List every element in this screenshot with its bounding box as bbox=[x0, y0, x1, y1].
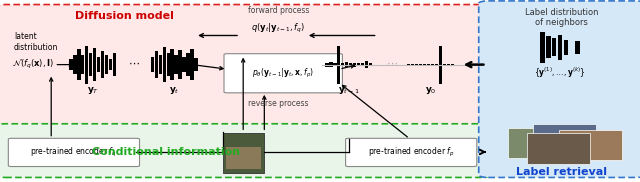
Bar bbox=[69, 59, 72, 70]
Bar bbox=[353, 63, 356, 66]
Bar bbox=[369, 63, 372, 66]
Text: $\mathbf{y}_T$: $\mathbf{y}_T$ bbox=[86, 86, 99, 96]
Text: Diffusion model: Diffusion model bbox=[76, 11, 174, 21]
FancyBboxPatch shape bbox=[533, 124, 596, 155]
FancyBboxPatch shape bbox=[223, 133, 264, 173]
Bar bbox=[415, 64, 419, 66]
Bar bbox=[182, 57, 186, 72]
Bar bbox=[330, 62, 333, 68]
FancyBboxPatch shape bbox=[527, 133, 590, 164]
Bar bbox=[547, 36, 550, 58]
Text: $\mathbf{y}_t$: $\mathbf{y}_t$ bbox=[169, 86, 179, 96]
Bar bbox=[365, 61, 368, 68]
Text: latent
distribution: latent distribution bbox=[14, 32, 58, 52]
Bar bbox=[431, 64, 435, 66]
Bar bbox=[109, 59, 112, 70]
FancyBboxPatch shape bbox=[479, 1, 640, 177]
Bar bbox=[101, 51, 104, 78]
Bar bbox=[325, 63, 328, 66]
Bar bbox=[190, 49, 193, 80]
Text: $\cdots$: $\cdots$ bbox=[386, 58, 397, 68]
Bar bbox=[419, 64, 422, 66]
Bar bbox=[443, 64, 446, 66]
Text: $\mathbf{y}_{t-1}$: $\mathbf{y}_{t-1}$ bbox=[338, 86, 360, 96]
Bar bbox=[361, 63, 364, 66]
Bar bbox=[412, 64, 415, 66]
FancyBboxPatch shape bbox=[508, 128, 571, 158]
Bar bbox=[186, 53, 189, 76]
FancyBboxPatch shape bbox=[224, 54, 342, 93]
Bar bbox=[447, 64, 450, 66]
Bar bbox=[345, 62, 348, 67]
Text: $\mathcal{N}(f_q(\mathbf{x}), \mathbf{I})$: $\mathcal{N}(f_q(\mathbf{x}), \mathbf{I}… bbox=[12, 58, 54, 71]
Text: $\cdots$: $\cdots$ bbox=[129, 58, 140, 68]
FancyBboxPatch shape bbox=[226, 147, 261, 169]
Text: forward process: forward process bbox=[248, 5, 309, 15]
Bar bbox=[175, 55, 178, 74]
Bar bbox=[349, 63, 353, 66]
Bar bbox=[427, 64, 430, 66]
Text: reverse process: reverse process bbox=[248, 99, 308, 108]
Bar bbox=[170, 49, 173, 80]
Text: pre-trained encoder $f_p$: pre-trained encoder $f_p$ bbox=[368, 145, 454, 159]
Bar bbox=[540, 32, 545, 63]
FancyBboxPatch shape bbox=[559, 130, 622, 160]
Bar bbox=[357, 63, 360, 66]
Bar bbox=[337, 46, 340, 84]
Bar bbox=[155, 51, 158, 78]
Bar bbox=[159, 55, 162, 74]
FancyBboxPatch shape bbox=[8, 138, 140, 167]
Text: $q(\mathbf{y}_t|\mathbf{y}_{t-1}, f_q)$: $q(\mathbf{y}_t|\mathbf{y}_{t-1}, f_q)$ bbox=[252, 22, 305, 35]
Bar bbox=[564, 40, 568, 55]
Bar bbox=[81, 55, 84, 74]
FancyBboxPatch shape bbox=[0, 124, 492, 177]
Bar bbox=[439, 46, 442, 84]
Text: Label distribution
of neighbors: Label distribution of neighbors bbox=[525, 8, 598, 27]
Bar bbox=[89, 53, 92, 76]
Bar bbox=[163, 47, 166, 82]
FancyBboxPatch shape bbox=[346, 138, 477, 167]
Text: Label retrieval: Label retrieval bbox=[516, 167, 607, 177]
Bar bbox=[113, 53, 116, 76]
Bar bbox=[195, 58, 198, 71]
Text: $\{\mathbf{y}^{(1)}, \ldots, \mathbf{y}^{(k)}\}$: $\{\mathbf{y}^{(1)}, \ldots, \mathbf{y}^… bbox=[534, 66, 586, 80]
Bar bbox=[85, 46, 88, 84]
Bar bbox=[97, 57, 100, 72]
Bar bbox=[150, 57, 154, 72]
FancyBboxPatch shape bbox=[0, 5, 492, 130]
Bar bbox=[105, 55, 108, 74]
Bar bbox=[451, 64, 454, 66]
Bar bbox=[435, 64, 438, 66]
Bar bbox=[74, 55, 77, 74]
Bar bbox=[552, 38, 557, 56]
Bar bbox=[333, 63, 337, 66]
Bar bbox=[166, 53, 170, 76]
Bar bbox=[77, 49, 81, 80]
Text: $p_\theta(\mathbf{y}_{t-1}|\mathbf{y}_t, \mathbf{x}, f_p)$: $p_\theta(\mathbf{y}_{t-1}|\mathbf{y}_t,… bbox=[252, 67, 314, 80]
Bar bbox=[407, 64, 410, 66]
Text: pre-trained encoder $f_q$: pre-trained encoder $f_q$ bbox=[30, 145, 117, 159]
Bar bbox=[93, 48, 97, 81]
Bar bbox=[423, 64, 426, 66]
Bar bbox=[575, 41, 580, 54]
Bar bbox=[558, 35, 563, 60]
Bar bbox=[179, 50, 182, 79]
Text: $\mathbf{y}_0$: $\mathbf{y}_0$ bbox=[425, 86, 436, 96]
Text: Conditional information: Conditional information bbox=[92, 147, 241, 157]
Bar bbox=[341, 63, 344, 66]
